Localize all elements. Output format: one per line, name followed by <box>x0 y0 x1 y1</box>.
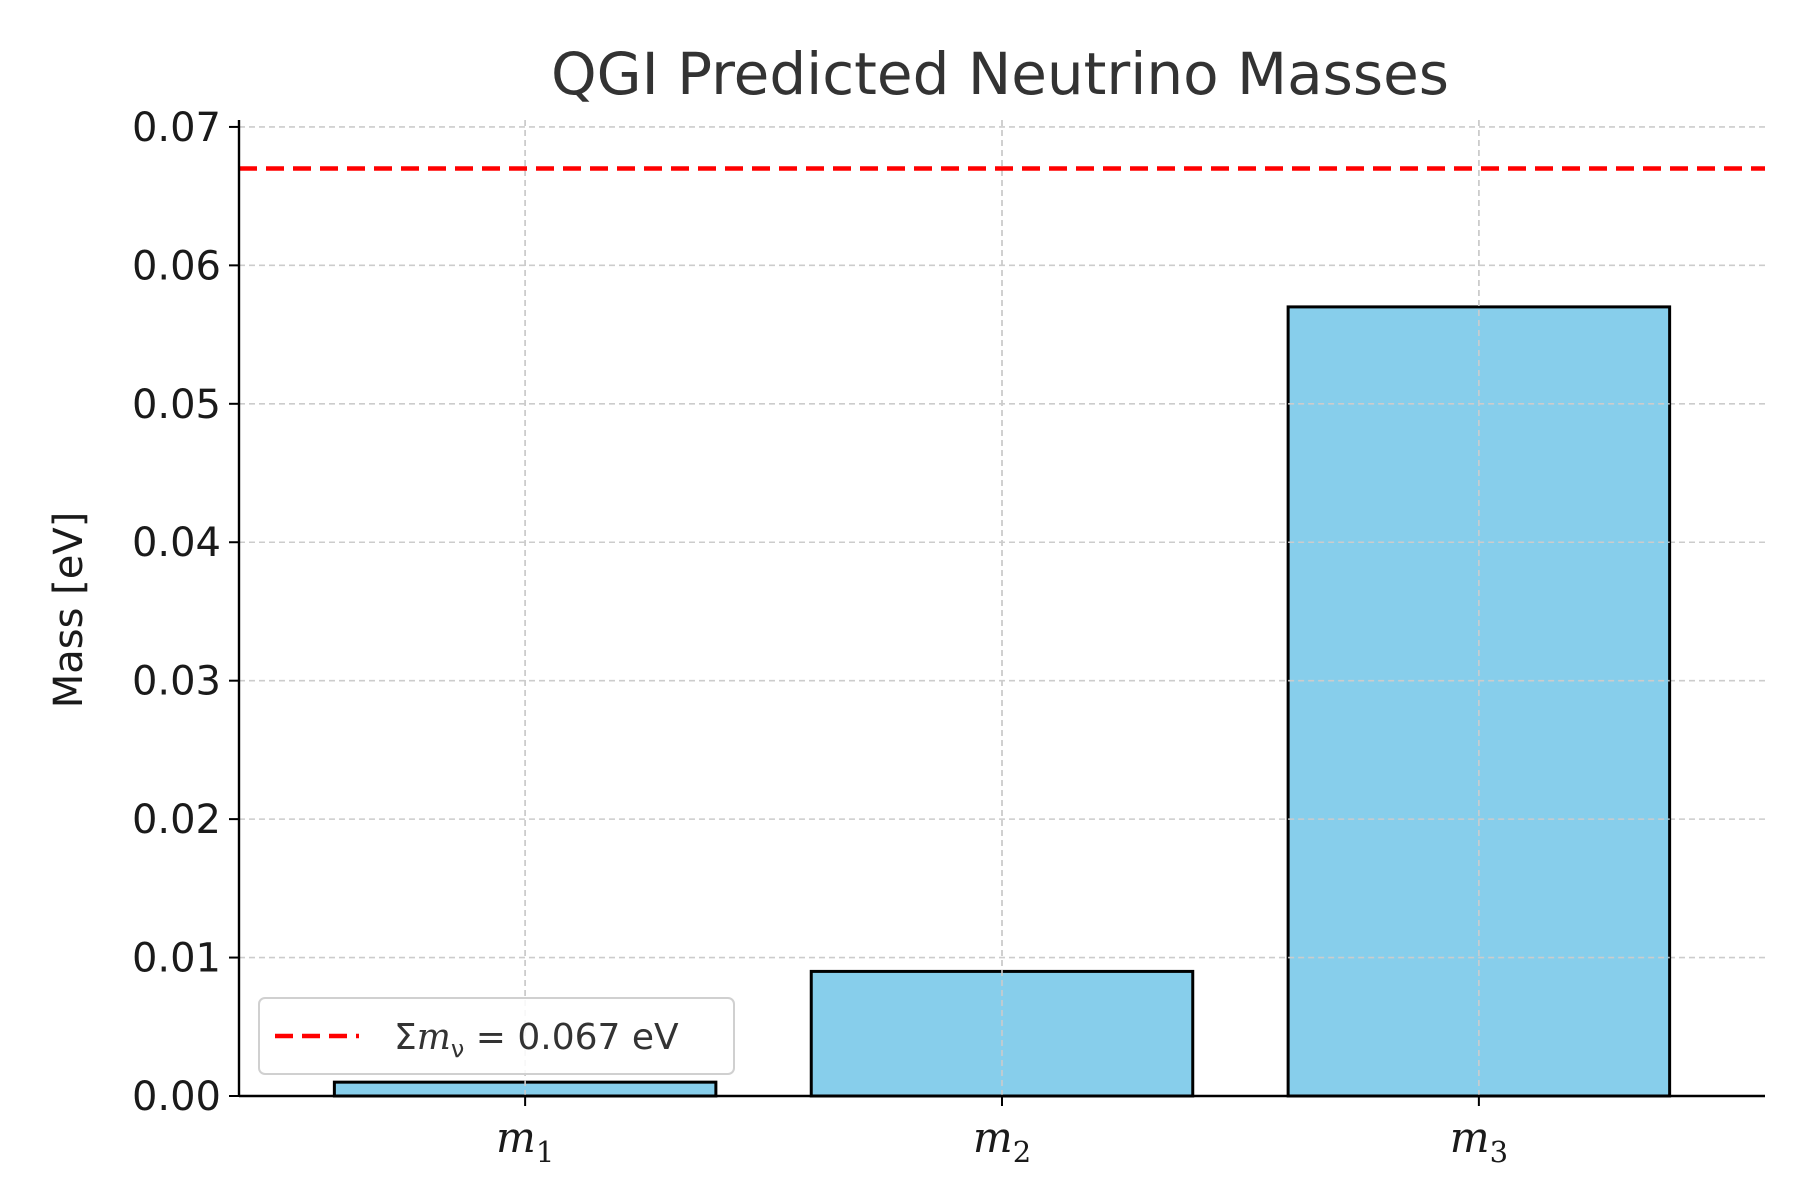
y-tick-label: 0.05 <box>132 382 221 428</box>
x-tick-label: m1 <box>496 1113 554 1169</box>
legend-label: Σmν = 0.067 eV <box>394 1017 679 1063</box>
x-tick-label: m2 <box>973 1113 1031 1169</box>
y-axis-label: Mass [eV] <box>46 512 92 709</box>
y-tick-label: 0.00 <box>132 1074 221 1120</box>
legend: Σmν = 0.067 eV <box>258 997 735 1075</box>
x-tick-label: m3 <box>1450 1113 1508 1169</box>
y-tick-label: 0.01 <box>132 936 221 982</box>
bars <box>332 120 1672 1098</box>
chart-title: QGI Predicted Neutrino Masses <box>551 40 1449 108</box>
x-ticks: m1 m2 m3 <box>496 1096 1508 1169</box>
y-tick-label: 0.02 <box>132 797 221 843</box>
y-tick-label: 0.06 <box>132 243 221 289</box>
y-ticks: 0.00 0.01 0.02 0.03 0.04 0.05 0.06 0.07 <box>132 105 239 1120</box>
y-tick-label: 0.03 <box>132 659 221 705</box>
legend-box <box>258 997 735 1075</box>
y-tick-label: 0.07 <box>132 105 221 151</box>
y-tick-label: 0.04 <box>132 520 221 566</box>
